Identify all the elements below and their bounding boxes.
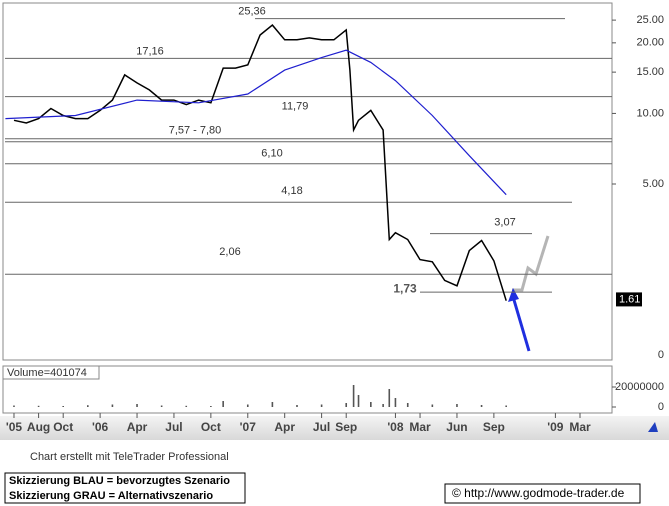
x-tick-label: Sep xyxy=(335,420,357,434)
x-tick-label: '08 xyxy=(387,420,404,434)
volume-bar xyxy=(388,389,391,407)
scenario-blue-head xyxy=(508,288,519,302)
volume-bar xyxy=(357,395,360,407)
volume-bar xyxy=(382,404,384,407)
legend-blue: Skizzierung BLAU = bevorzugtes Szenario xyxy=(9,475,230,487)
level-label: 3,07 xyxy=(494,217,515,229)
x-tick-label: '09 xyxy=(547,420,564,434)
series-line xyxy=(5,49,507,196)
volume-bar xyxy=(210,406,212,407)
volume-bar xyxy=(406,403,409,407)
x-axis-band xyxy=(0,416,669,440)
y-tick-label: 10.00 xyxy=(636,107,664,119)
volume-y-tick-label: 0 xyxy=(658,401,664,413)
volume-bar xyxy=(13,405,15,407)
volume-label-box xyxy=(2,365,100,380)
x-tick-label: Jun xyxy=(446,420,467,434)
y-tick-label: 25.00 xyxy=(636,14,664,26)
source: © http://www.godmode-trader.de xyxy=(452,486,625,500)
level-label: 11,79 xyxy=(282,101,309,113)
scenario-gray xyxy=(512,235,550,292)
volume-bar xyxy=(62,406,65,407)
volume-bar xyxy=(111,404,114,407)
volume-bar xyxy=(136,404,138,407)
volume-bar xyxy=(352,385,355,407)
x-tick-label: Jul xyxy=(313,420,330,434)
level-label: 17,16 xyxy=(136,45,164,57)
volume-bar xyxy=(456,404,458,407)
volume-bar xyxy=(246,404,249,407)
volume-label: Volume=401074 xyxy=(7,367,87,379)
volume-bar xyxy=(505,405,507,407)
legend-box xyxy=(4,472,246,504)
volume-bar xyxy=(394,398,397,407)
x-tick-label: Mar xyxy=(569,420,591,434)
volume-bar xyxy=(160,405,163,407)
x-tick-label: '06 xyxy=(92,420,109,434)
x-tick-label: '07 xyxy=(240,420,257,434)
source-box xyxy=(444,483,641,504)
y-tick-label: 15.00 xyxy=(636,66,664,78)
volume-bar xyxy=(480,405,483,407)
volume-y-tick-label: 20000000 xyxy=(615,381,664,393)
legend-gray: Skizzierung GRAU = Alternativszenario xyxy=(9,490,213,502)
level-label: 6,10 xyxy=(261,148,282,160)
x-tick-label: Oct xyxy=(53,420,73,434)
x-tick-label: Apr xyxy=(274,420,295,434)
volume-bar xyxy=(370,402,372,407)
x-tick-label: Apr xyxy=(127,420,148,434)
volume-bar xyxy=(222,401,224,407)
volume-bar xyxy=(431,404,434,407)
volume-bar xyxy=(185,405,188,407)
x-tick-label: Mar xyxy=(409,420,431,434)
x-tick-label: Aug xyxy=(27,420,50,434)
x-tick-label: Sep xyxy=(483,420,505,434)
scenario-blue xyxy=(512,299,531,352)
y-floor-label: 0 xyxy=(658,349,664,361)
level-label: 4,18 xyxy=(281,185,302,197)
level-label: 1,73 xyxy=(393,281,417,295)
volume-bar xyxy=(271,402,274,407)
volume-bar xyxy=(37,405,40,407)
x-tick-label: Oct xyxy=(201,420,221,434)
volume-panel xyxy=(2,365,613,414)
x-tick-label: '05 xyxy=(6,420,23,434)
y-tick-label: 5.00 xyxy=(643,178,664,190)
volume-bar xyxy=(320,404,323,407)
last-price-box xyxy=(616,292,642,307)
y-tick-label: 20.00 xyxy=(636,37,664,49)
level-label: 7,57 - 7,80 xyxy=(169,125,222,137)
last-price-label: 1.61 xyxy=(619,293,640,305)
level-label: 2,06 xyxy=(219,246,240,258)
volume-bar xyxy=(87,405,89,407)
x-tick-label: Jul xyxy=(165,420,182,434)
volume-bar xyxy=(345,403,348,407)
credit: Chart erstellt mit TeleTrader Profession… xyxy=(30,451,229,463)
price-panel xyxy=(2,2,613,361)
logo-icon xyxy=(648,422,658,432)
volume-bar xyxy=(296,405,298,407)
level-label: 25,36 xyxy=(238,6,266,18)
